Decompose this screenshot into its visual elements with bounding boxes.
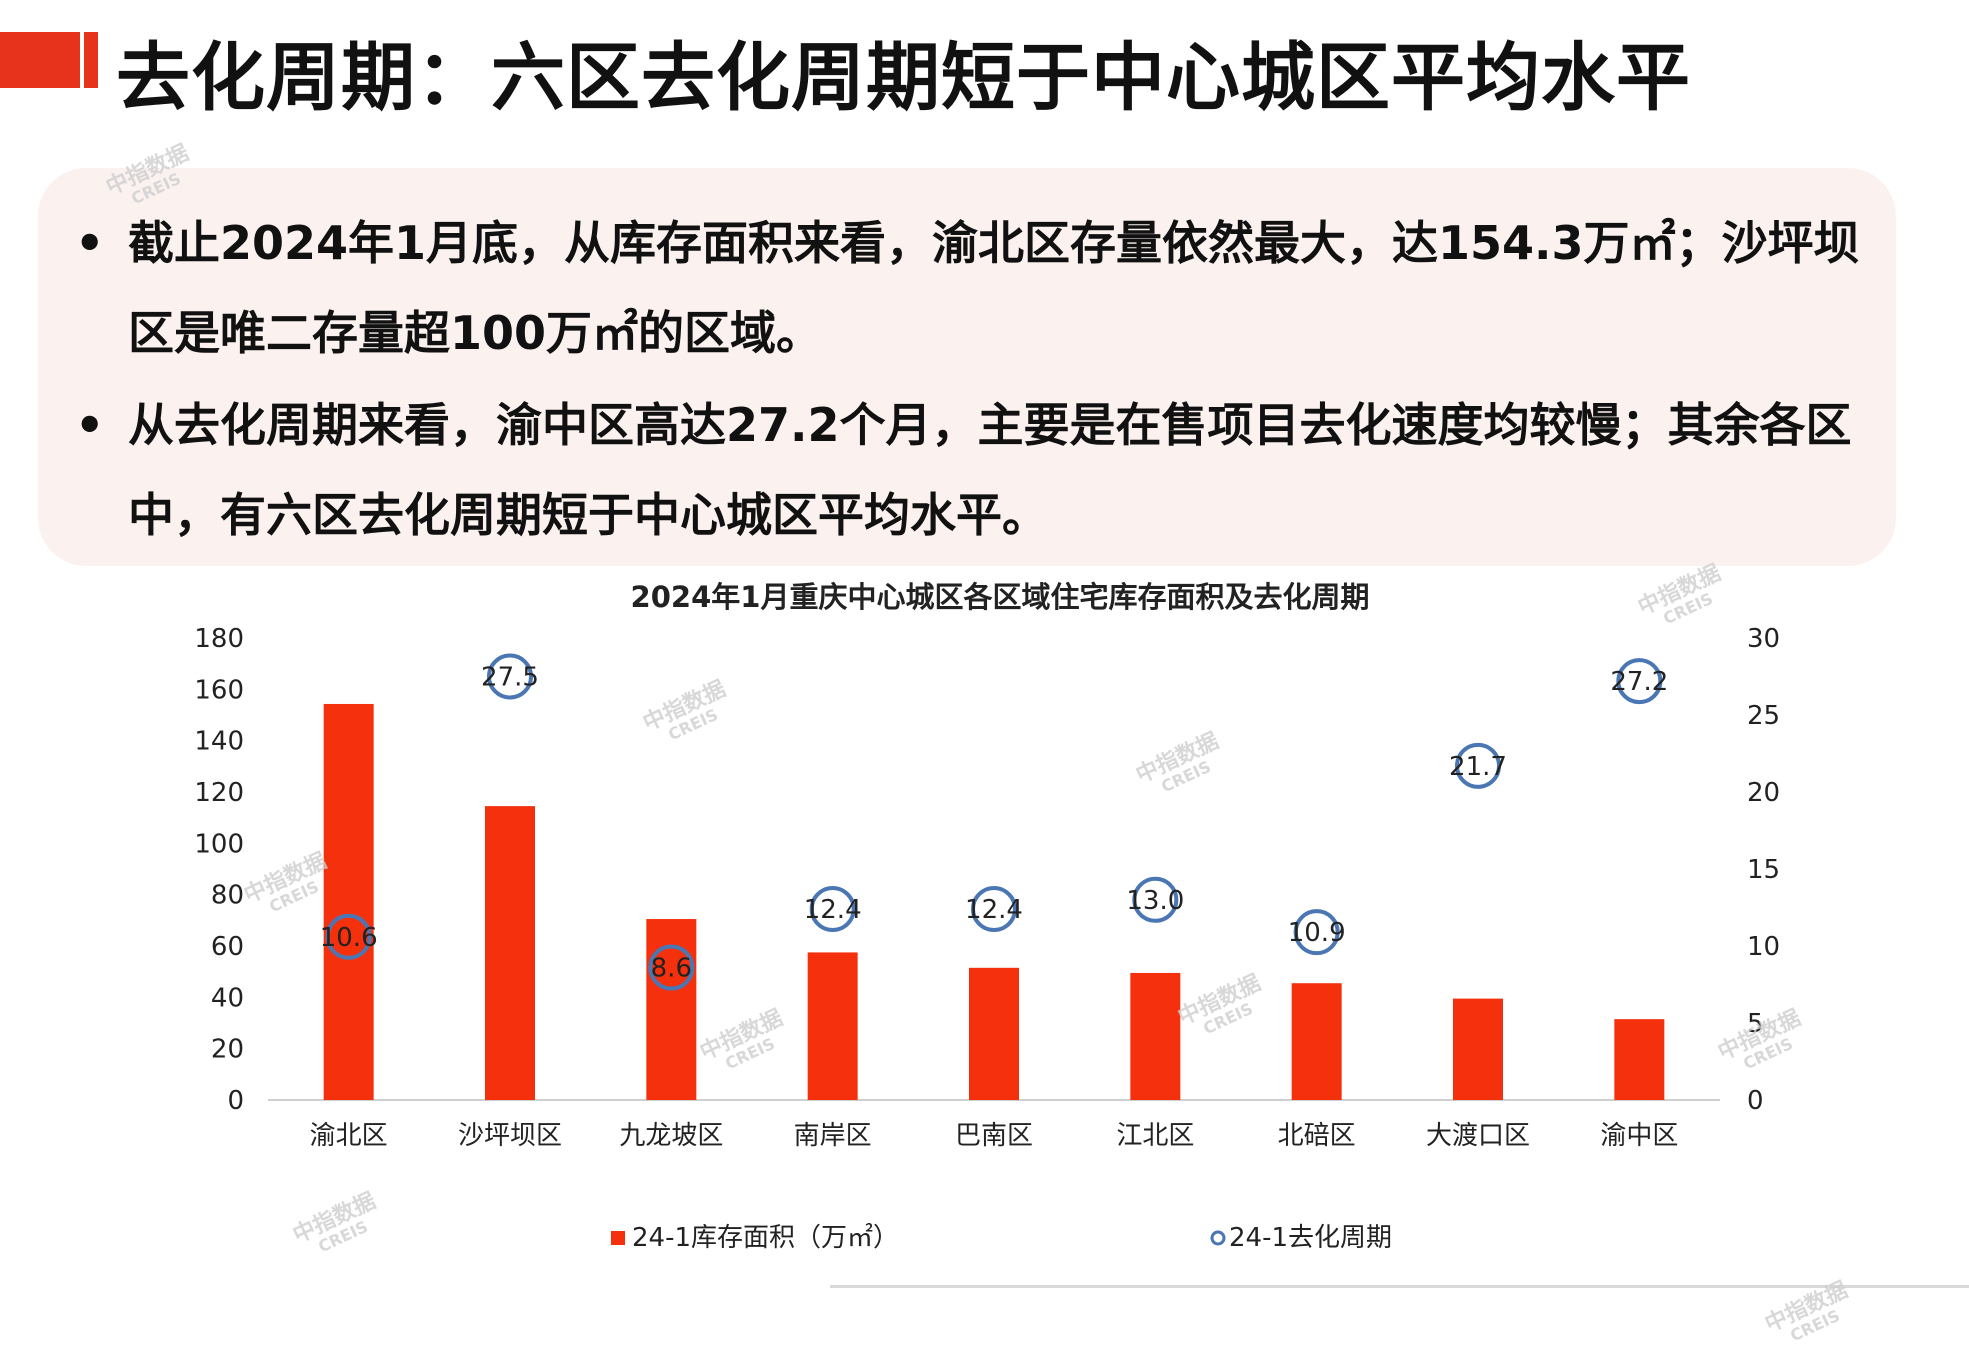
x-tick-label: 江北区	[1116, 1121, 1194, 1151]
page-title: 去化周期：六区去化周期短于中心城区平均水平	[116, 35, 1691, 121]
x-tick-label: 沙坪坝区	[458, 1121, 562, 1151]
y-left-tick-label: 140	[194, 727, 244, 757]
x-tick-label: 九龙坡区	[619, 1121, 723, 1151]
combo-chart: 2024年1月重庆中心城区各区域住宅库存面积及去化周期0204060801001…	[194, 580, 1780, 1253]
y-right-tick-label: 5	[1747, 1009, 1764, 1039]
scatter-point	[1616, 658, 1663, 705]
scatter-point	[487, 653, 533, 700]
data-label: 10.9	[1288, 918, 1346, 948]
legend-bar-label: 24-1库存面积（万㎡）	[632, 1223, 899, 1253]
scatter-point	[1132, 876, 1179, 923]
summary-bullet-1: 截止2024年1月底，从库存面积来看，渝北区存量依然最大，达154.3万㎡；沙坪…	[128, 216, 1860, 360]
chart-title: 2024年1月重庆中心城区各区域住宅库存面积及去化周期	[631, 580, 1370, 614]
data-label: 27.2	[1610, 667, 1668, 697]
x-tick-label: 南岸区	[794, 1121, 872, 1151]
title-accent-bar	[0, 28, 98, 90]
data-label: 10.6	[320, 923, 378, 953]
y-left-tick-label: 40	[211, 983, 244, 1013]
y-left-tick-label: 60	[211, 932, 244, 962]
y-right-tick-label: 30	[1747, 624, 1780, 654]
y-right-tick-label: 10	[1747, 932, 1780, 962]
bar	[485, 806, 535, 1100]
y-left-tick-label: 80	[211, 881, 244, 911]
x-tick-label: 巴南区	[955, 1121, 1033, 1151]
y-left-tick-label: 180	[194, 624, 244, 654]
data-label: 8.6	[651, 954, 692, 984]
y-right-tick-label: 25	[1747, 701, 1780, 731]
data-label: 21.7	[1449, 752, 1507, 782]
bar	[1130, 972, 1181, 1100]
x-tick-label: 渝中区	[1600, 1121, 1678, 1151]
bar	[646, 919, 697, 1100]
legend-scatter-label: 24-1去化周期	[1229, 1223, 1392, 1253]
bar	[1614, 1019, 1665, 1100]
data-label: 13.0	[1126, 886, 1184, 916]
x-tick-label: 大渡口区	[1426, 1121, 1530, 1151]
summary-bullet-2: 从去化周期来看，渝中区高达27.2个月，主要是在售项目去化速度均较慢；其余各区中…	[128, 398, 1852, 542]
bar	[1291, 983, 1342, 1100]
scatter-point	[1455, 742, 1501, 789]
scatter-point	[971, 886, 1017, 933]
bar	[1453, 998, 1503, 1100]
x-tick-label: 渝北区	[310, 1121, 388, 1151]
y-left-tick-label: 120	[194, 778, 244, 808]
data-label: 12.4	[804, 895, 862, 925]
scatter-point	[648, 944, 695, 991]
y-left-tick-label: 160	[194, 675, 244, 705]
scatter-point	[325, 913, 372, 960]
y-left-tick-label: 0	[227, 1086, 244, 1116]
footer-divider	[830, 1285, 1969, 1288]
x-tick-label: 北碚区	[1278, 1121, 1356, 1151]
y-left-tick-label: 20	[211, 1035, 244, 1065]
scatter-point	[809, 886, 856, 933]
y-right-tick-label: 20	[1747, 778, 1780, 808]
bar	[807, 952, 858, 1100]
data-label: 12.4	[965, 895, 1023, 925]
summary-box	[38, 168, 1896, 566]
y-right-tick-label: 15	[1747, 855, 1780, 885]
bar	[969, 967, 1019, 1100]
y-left-tick-label: 100	[194, 829, 244, 859]
bullet-marker-2: •	[75, 398, 105, 452]
legend-bar-swatch	[611, 1231, 625, 1245]
bullet-marker-1: •	[75, 216, 105, 270]
legend-scatter-marker	[1210, 1230, 1226, 1246]
y-right-tick-label: 0	[1747, 1086, 1764, 1116]
scatter-point	[1293, 909, 1340, 956]
bar	[323, 703, 374, 1100]
data-label: 27.5	[481, 663, 539, 693]
